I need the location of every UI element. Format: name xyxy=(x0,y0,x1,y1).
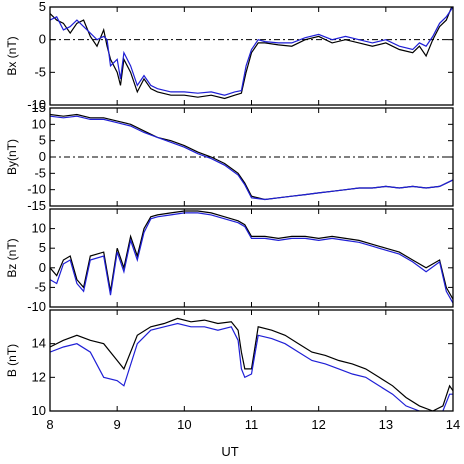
y-tick-label-bz: 5 xyxy=(39,240,46,255)
x-tick-label: 8 xyxy=(46,417,53,432)
y-tick-label-bx: -5 xyxy=(34,64,46,79)
y-tick-label-bz: 10 xyxy=(32,221,46,236)
axes-frame-b xyxy=(49,309,454,412)
series-blue-bx xyxy=(50,7,453,96)
y-tick-label-bz: -5 xyxy=(34,279,46,294)
y-tick-label-by: -10 xyxy=(27,182,46,197)
y-tick-label-bx: -10 xyxy=(27,97,46,112)
x-tick-label: 9 xyxy=(114,417,121,432)
x-tick-label: 13 xyxy=(379,417,393,432)
x-tick-labels: 8 9 10 11 12 13 14 xyxy=(46,417,460,432)
series-blue-by xyxy=(50,115,453,201)
y-axis-label-bz: Bz (nT) xyxy=(5,238,19,277)
y-tick-label-by: -15 xyxy=(27,198,46,213)
y-axis-label-by: By(nT) xyxy=(5,139,19,175)
y-tick-label-b: 10 xyxy=(32,403,46,418)
x-tick-label: 10 xyxy=(177,417,191,432)
y-tick-label-b: 12 xyxy=(32,369,46,384)
y-tick-label-b: 14 xyxy=(32,336,46,351)
series-blue-bz xyxy=(50,212,453,304)
panel-bx: -10 -5 0 5 Bx (nT) xyxy=(5,0,454,112)
y-tick-label-by: 15 xyxy=(32,100,46,115)
y-tick-label-bx: 0 xyxy=(39,32,46,47)
series-black-bz xyxy=(50,210,453,300)
x-tick-label: 14 xyxy=(446,417,460,432)
y-tick-label-bx: 5 xyxy=(39,0,46,14)
panel-bz: -10 -5 0 5 10 Bz (nT) xyxy=(5,208,454,314)
y-tick-label-by: 10 xyxy=(32,116,46,131)
y-axis-label-b: B (nT) xyxy=(5,344,19,377)
y-tick-label-bz: 0 xyxy=(39,260,46,275)
y-tick-label-by: -5 xyxy=(34,165,46,180)
panel-b: 10 12 14 B (nT) xyxy=(5,309,454,418)
series-blue-b xyxy=(50,322,453,411)
x-tick-label: 11 xyxy=(245,417,259,432)
y-tick-label-by: 5 xyxy=(39,133,46,148)
y-tick-label-by: 0 xyxy=(39,149,46,164)
y-tick-label-bz: -10 xyxy=(27,299,46,314)
x-axis-label: UT xyxy=(221,444,238,459)
x-tick-label: 12 xyxy=(311,417,325,432)
series-black-b xyxy=(50,317,453,411)
y-axis-label-bx: Bx (nT) xyxy=(5,36,19,75)
series-black-bx xyxy=(50,7,453,100)
axes-frame-bx xyxy=(49,6,454,106)
